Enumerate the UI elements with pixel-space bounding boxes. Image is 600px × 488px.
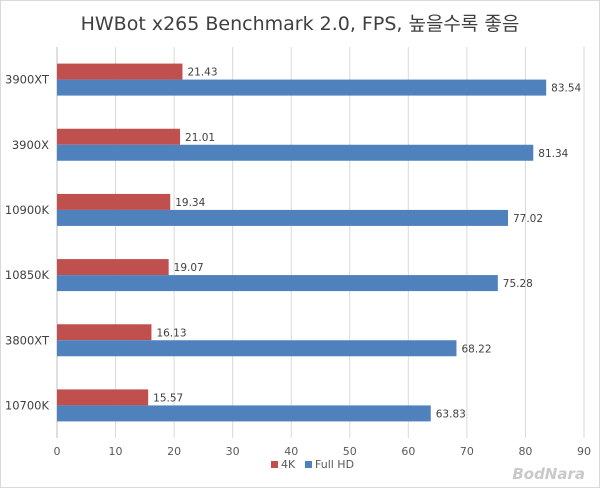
bar-fullhd [57,144,534,161]
bar-4k [57,193,171,210]
bar-4k [57,128,181,145]
chart-title: HWBot x265 Benchmark 2.0, FPS, 높을수록 좋음 [80,13,520,35]
x-tick-label: 40 [284,445,298,458]
category-label: 10900K [5,203,50,217]
data-label: 83.54 [551,83,581,95]
data-label: 15.57 [153,392,183,404]
x-tick-label: 70 [460,445,474,458]
x-tick-label: 50 [343,445,357,458]
bar-4k [57,259,169,276]
x-tick-label: 80 [518,445,532,458]
data-label: 75.28 [503,278,533,290]
x-tick-label: 90 [577,445,591,458]
bar-fullhd [57,209,508,226]
bar-fullhd [57,275,498,292]
data-label: 81.34 [538,148,568,160]
x-tick-label: 60 [401,445,415,458]
x-tick-label: 0 [54,445,61,458]
category-label: 3900XT [5,73,50,87]
bar-fullhd [57,405,431,422]
legend-swatch [305,461,312,468]
bar-4k [57,324,152,341]
data-label: 68.22 [461,343,491,355]
data-label: 21.01 [185,132,215,144]
legend-label: 4K [281,458,296,471]
data-label: 16.13 [156,327,186,339]
watermark-logo: BodNara [512,465,585,483]
data-label: 19.34 [175,197,205,209]
data-label: 19.07 [174,262,204,274]
data-label: 77.02 [513,213,543,225]
category-label: 3900X [12,138,49,152]
category-label: 3800XT [5,333,50,347]
data-label: 63.83 [436,408,466,420]
bar-4k [57,389,149,406]
legend-label: Full HD [315,458,354,471]
x-tick-label: 30 [226,445,240,458]
category-label: 10700K [5,398,50,412]
bar-4k [57,63,183,80]
x-tick-label: 10 [109,445,123,458]
category-label: 10850K [5,268,50,282]
x-tick-label: 20 [167,445,181,458]
bar-fullhd [57,340,457,357]
bar-fullhd [57,79,547,96]
legend-swatch [271,461,278,468]
data-label: 21.43 [187,67,217,79]
